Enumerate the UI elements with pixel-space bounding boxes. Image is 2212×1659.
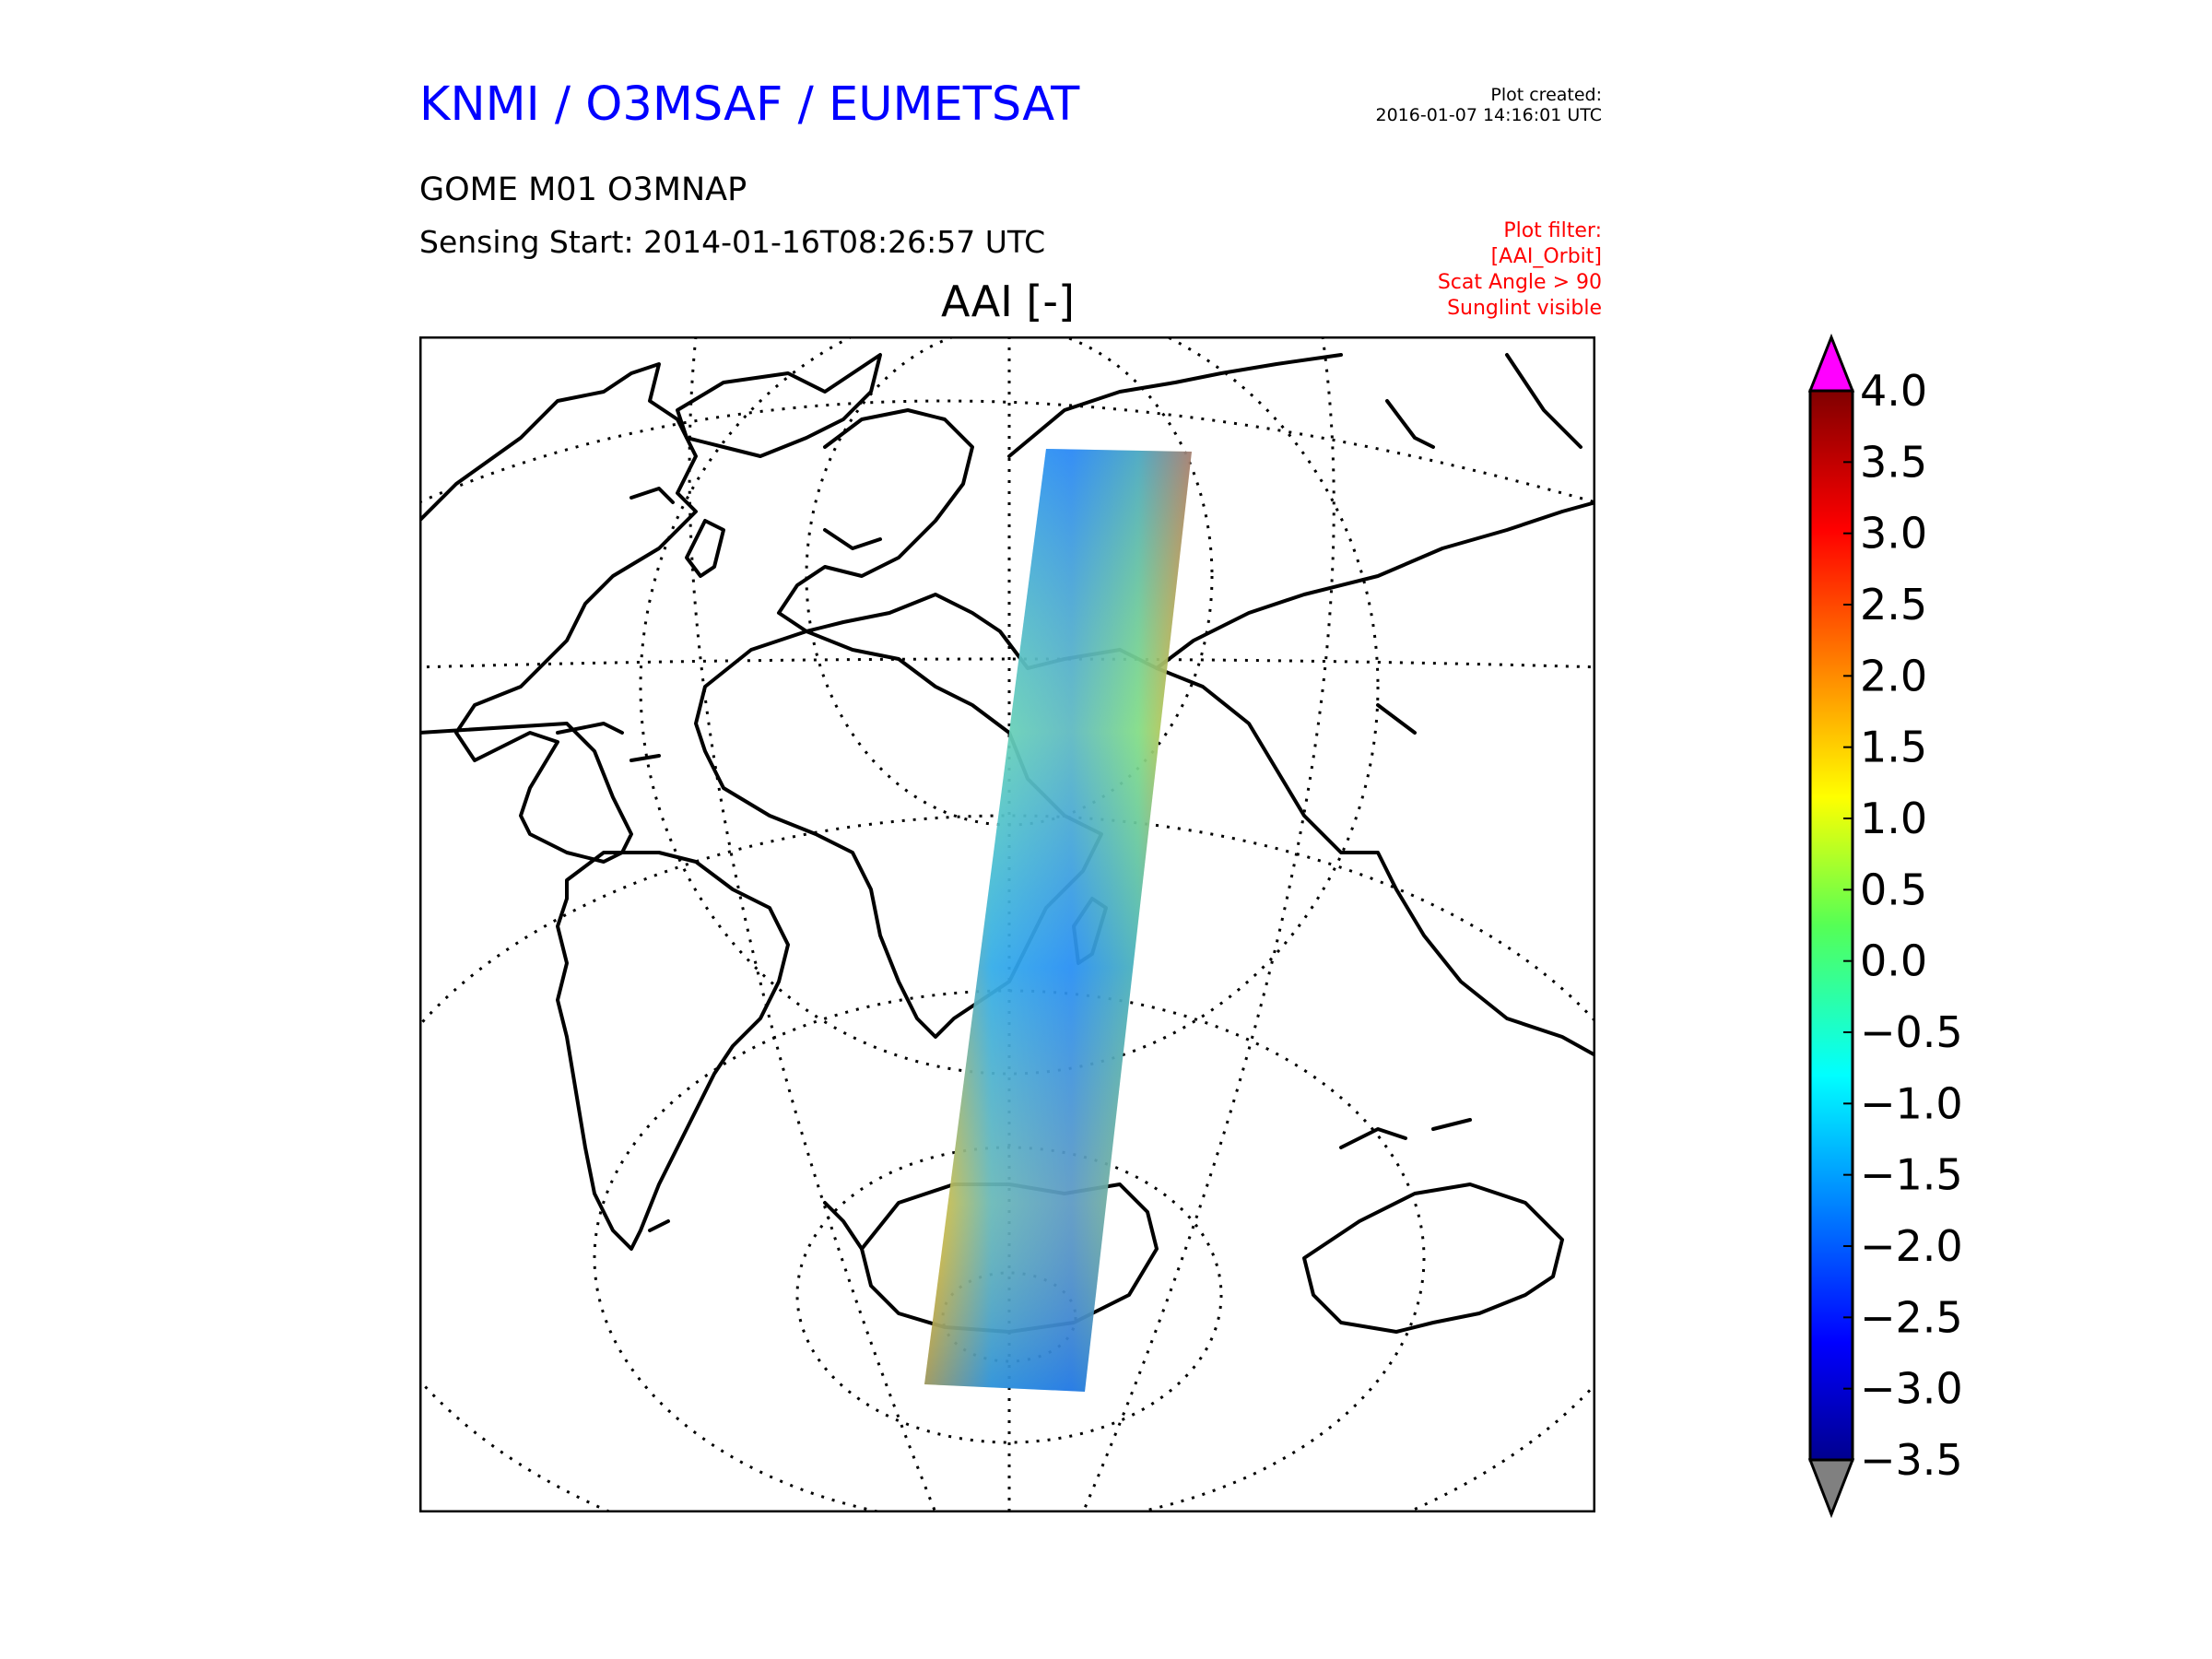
colorbar-gradient bbox=[1808, 389, 1854, 1462]
map-frame bbox=[419, 336, 1595, 1512]
colorbar-tick-label: −3.5 bbox=[1860, 1435, 1963, 1485]
plot-filter-line: Scat Angle > 90 bbox=[1437, 271, 1602, 294]
colorbar-under-triangle bbox=[1807, 1458, 1855, 1519]
colorbar-tick-label: −2.0 bbox=[1860, 1221, 1963, 1271]
colorbar-tick-label: −0.5 bbox=[1860, 1007, 1963, 1057]
colorbar-tick-label: 2.5 bbox=[1860, 580, 1927, 629]
colorbar-tick-label: 1.0 bbox=[1860, 794, 1927, 843]
product-name: GOME M01 O3MNAP bbox=[419, 171, 747, 208]
plot-filter-line: [AAI_Orbit] bbox=[1490, 245, 1602, 268]
variable-title: AAI [-] bbox=[941, 276, 1075, 326]
colorbar-tick-label: 2.0 bbox=[1860, 651, 1927, 700]
colorbar-tick-label: 3.0 bbox=[1860, 509, 1927, 559]
colorbar-tick-label: −1.5 bbox=[1860, 1150, 1963, 1200]
colorbar-tick-label: 0.5 bbox=[1860, 865, 1927, 914]
colorbar-tick-label: 3.5 bbox=[1860, 437, 1927, 487]
map-panel bbox=[419, 336, 1595, 1512]
colorbar-tick-label: 4.0 bbox=[1860, 366, 1927, 416]
aai-swath bbox=[924, 449, 1192, 1392]
plot-filter-title: Plot filter: bbox=[1503, 219, 1602, 242]
colorbar-over-triangle bbox=[1807, 333, 1855, 393]
colorbar-tick-label: 1.5 bbox=[1860, 723, 1927, 772]
plot-created-label: Plot created: bbox=[1490, 85, 1602, 105]
colorbar-tick-label: −1.0 bbox=[1860, 1078, 1963, 1128]
org-title: KNMI / O3MSAF / EUMETSAT bbox=[419, 77, 1080, 132]
colorbar-tick-label: −3.0 bbox=[1860, 1364, 1963, 1414]
colorbar: 4.0 3.5 3.0 2.5 2.0 1.5 1.0 0.5 0.0 −0.5 −1.0 −1.5 −… bbox=[1807, 333, 1963, 1519]
sensing-start: Sensing Start: 2014-01-16T08:26:57 UTC bbox=[419, 224, 1046, 260]
plot-created-date: 2016-01-07 14:16:01 UTC bbox=[1375, 105, 1603, 125]
colorbar-tick-label: 0.0 bbox=[1860, 936, 1927, 986]
colorbar-tick-label: −2.5 bbox=[1860, 1292, 1963, 1342]
plot-filter-line: Sunglint visible bbox=[1447, 297, 1602, 320]
